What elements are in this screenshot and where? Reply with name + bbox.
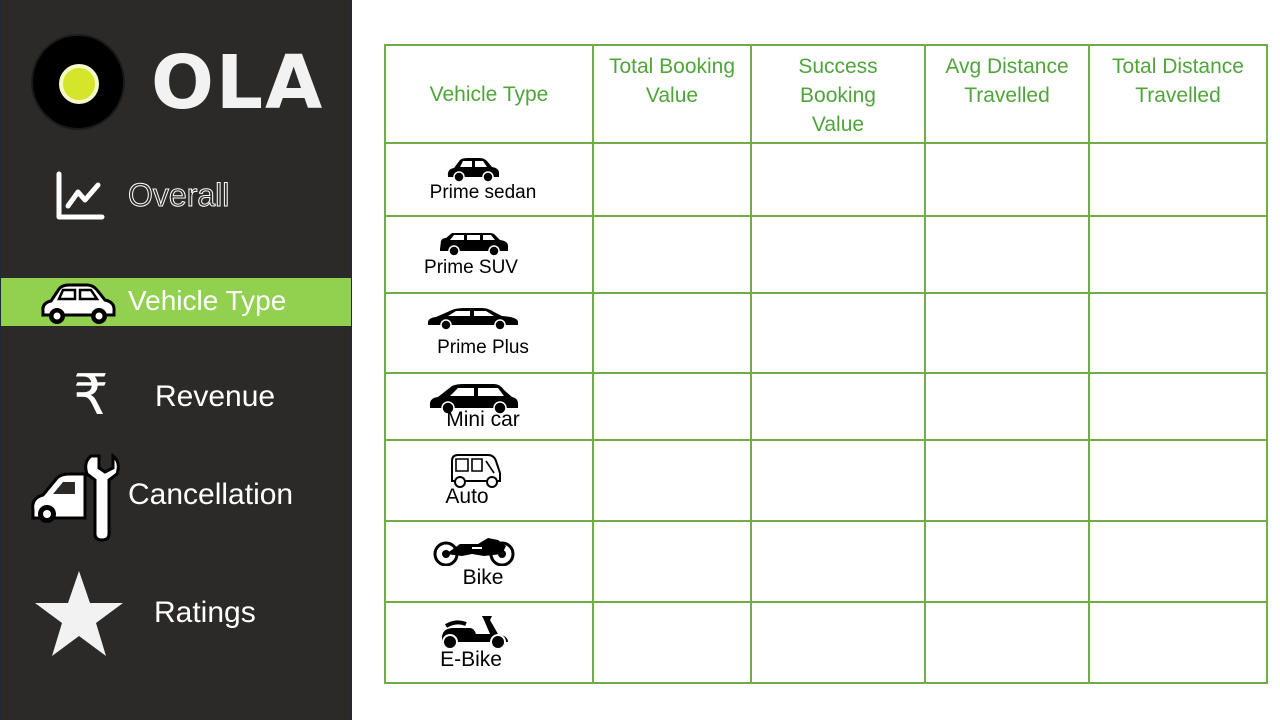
cell-avg-distance	[924, 439, 1090, 522]
cell-total-booking-value	[592, 601, 752, 684]
sidebar-item-ratings[interactable]: Ratings	[1, 566, 351, 660]
cell-success-booking-value	[750, 215, 926, 294]
cell-avg-distance	[924, 142, 1090, 217]
vehicle-cell: Prime SUV	[384, 215, 594, 294]
cell-total-booking-value	[592, 142, 752, 217]
cell-success-booking-value	[750, 292, 926, 374]
cell-total-booking-value	[592, 215, 752, 294]
cell-total-distance	[1088, 439, 1268, 522]
sedan-icon	[447, 157, 499, 182]
table-row: Prime SUV	[384, 215, 1268, 294]
suv-icon	[440, 232, 508, 257]
coupe-icon	[427, 308, 518, 331]
table-row: Auto	[384, 439, 1268, 522]
vehicle-label: Bike	[462, 565, 504, 589]
header-success-booking-value: Success Booking Value	[750, 44, 926, 144]
cell-success-booking-value	[750, 601, 926, 684]
sidebar: OLA Overall Vehicle Type ₹ Revenue Cance…	[0, 0, 352, 720]
vehicle-label: Prime SUV	[424, 256, 518, 278]
header-vehicle-type: Vehicle Type	[384, 44, 594, 144]
sidebar-item-label: Vehicle Type	[128, 285, 287, 316]
table-row: Prime Plus	[384, 292, 1268, 374]
vehicle-cell: Prime sedan	[384, 142, 594, 217]
sidebar-item-label: Ratings	[154, 596, 256, 629]
vehicle-type-table: Vehicle Type Total Booking Value Success…	[384, 44, 1268, 684]
header-total-distance-travelled: Total Distance Travelled	[1088, 44, 1268, 144]
sidebar-item-overall[interactable]: Overall	[1, 160, 351, 230]
table-row: E-Bike	[384, 601, 1268, 684]
cell-total-booking-value	[592, 292, 752, 374]
cell-total-distance	[1088, 215, 1268, 294]
vehicle-cell: Prime Plus	[384, 292, 594, 374]
sidebar-item-label: Cancellation	[128, 478, 294, 511]
header-total-booking-value: Total Booking Value	[592, 44, 752, 144]
vehicle-cell: Auto	[384, 439, 594, 522]
star-icon	[35, 571, 123, 656]
cell-success-booking-value	[750, 372, 926, 441]
cell-total-booking-value	[592, 520, 752, 603]
rupee-icon: ₹	[73, 363, 109, 428]
cell-total-distance	[1088, 601, 1268, 684]
cell-avg-distance	[924, 215, 1090, 294]
vehicle-label: E-Bike	[440, 647, 502, 671]
line-chart-icon	[56, 171, 105, 220]
header-avg-distance-travelled: Avg Distance Travelled	[924, 44, 1090, 144]
vehicle-cell: Mini car	[384, 372, 594, 441]
ola-logo[interactable]: OLA	[31, 34, 331, 134]
cell-avg-distance	[924, 520, 1090, 603]
vehicle-label: Mini car	[446, 407, 520, 431]
car-icon	[41, 283, 116, 324]
cell-avg-distance	[924, 292, 1090, 374]
cell-total-booking-value	[592, 372, 752, 441]
vehicle-label: Auto	[445, 484, 489, 508]
cell-total-distance	[1088, 520, 1268, 603]
hatchback-icon	[429, 383, 518, 414]
brand-name: OLA	[151, 40, 325, 126]
sidebar-item-cancellation[interactable]: Cancellation	[1, 450, 351, 542]
table-row: Mini car	[384, 372, 1268, 441]
table-row: Bike	[384, 520, 1268, 603]
cell-success-booking-value	[750, 439, 926, 522]
auto-rickshaw-icon	[451, 453, 501, 488]
sidebar-item-vehicle-type[interactable]: Vehicle Type	[1, 278, 351, 326]
table-row: Prime sedan	[384, 142, 1268, 217]
vehicle-label: Prime Plus	[437, 337, 529, 358]
scooter-icon	[442, 615, 508, 650]
cell-avg-distance	[924, 372, 1090, 441]
cell-total-distance	[1088, 292, 1268, 374]
cell-success-booking-value	[750, 142, 926, 217]
logo-circle-icon	[31, 34, 125, 130]
car-wrench-icon	[31, 452, 120, 542]
cell-total-distance	[1088, 142, 1268, 217]
vehicle-cell: E-Bike	[384, 601, 594, 684]
sidebar-item-label: Overall	[127, 177, 230, 214]
vehicle-cell: Bike	[384, 520, 594, 603]
sidebar-item-revenue[interactable]: ₹ Revenue	[1, 366, 351, 428]
cell-success-booking-value	[750, 520, 926, 603]
motorbike-icon	[433, 537, 515, 566]
table-header-row: Vehicle Type Total Booking Value Success…	[384, 44, 1268, 144]
sidebar-item-label: Revenue	[155, 380, 276, 413]
cell-avg-distance	[924, 601, 1090, 684]
cell-total-distance	[1088, 372, 1268, 441]
cell-total-booking-value	[592, 439, 752, 522]
vehicle-label: Prime sedan	[429, 181, 537, 203]
